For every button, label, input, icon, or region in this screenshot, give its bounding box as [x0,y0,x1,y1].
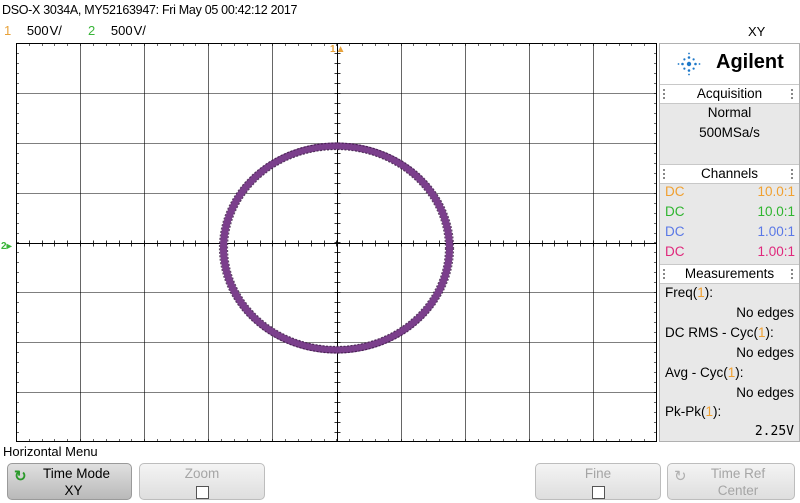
channel2-marker[interactable]: 2▸ [1,241,12,252]
measurement-name: Freq( [665,285,698,300]
measurement-name: DC RMS - Cyc( [665,325,758,340]
marker-arrow-icon: ▸ [6,241,12,252]
channels-heading-label: Channels [700,166,759,181]
measurement-channel: 1 [727,365,736,380]
axis-ticks [16,43,657,442]
acquisition-heading: Acquisition [660,84,799,104]
fine-softkey[interactable]: Fine [535,463,661,500]
marker-arrow-icon: ▲ [335,44,346,55]
menu-title: Horizontal Menu [3,444,98,459]
channel-coupling: DC [665,184,685,199]
channel-probe: 1.00:1 [757,244,795,259]
channel-row-2[interactable]: DC 10.0:1 [665,204,795,223]
channel2-scale-value: 500 V/ [110,23,146,38]
channel1-scale-value: 500 V/ [26,23,62,38]
scope-graticule[interactable] [16,43,657,442]
channel-coupling: DC [665,244,685,259]
measurement-value: 2.25V [754,424,794,439]
channel-row-1[interactable]: DC 10.0:1 [665,184,795,203]
measurement-label[interactable]: Pk-Pk(1): [665,404,721,419]
measurement-label[interactable]: Avg - Cyc(1): [665,365,744,380]
channel-coupling: DC [665,224,685,239]
measurement-suffix: ): [735,365,744,380]
time-mode-softkey[interactable]: ↻ Time Mode XY [7,463,132,500]
channel2-marker-label: 2 [1,241,7,252]
acquisition-heading-label: Acquisition [696,86,763,101]
measurements-heading-label: Measurements [684,266,775,281]
xy-trace [218,142,455,354]
rotate-knob-icon: ↻ [14,468,27,485]
heading-dots-icon [791,89,796,99]
acquisition-mode: Normal [707,105,752,120]
channel2-number: 2 [88,23,96,38]
softkey-checkbox[interactable] [140,483,264,502]
checkbox-icon [591,486,605,499]
measurement-name: Pk-Pk( [665,404,706,419]
measurement-name: Avg - Cyc( [665,365,728,380]
sample-rate: 500MSa/s [699,125,760,140]
channel1-number: 1 [4,23,12,38]
channel-row-4[interactable]: DC 1.00:1 [665,244,795,263]
trace-outer-noise [218,142,455,354]
heading-dots-icon [663,89,668,99]
softkey-bottom-label: Center [717,483,759,498]
measurements-heading: Measurements [660,264,799,284]
zoom-softkey[interactable]: Zoom [139,463,265,500]
heading-dots-icon [791,169,796,179]
trace-ring [220,142,453,354]
trace-inner-noise [226,148,447,348]
channel1-marker[interactable]: 1▲ [330,44,345,55]
measurement-label[interactable]: Freq(1): [665,285,713,300]
heading-dots-icon [663,269,668,279]
measurement-suffix: ): [704,285,714,300]
softkey-top-label: Time Mode [42,466,111,481]
measurement-value: No edges [736,305,794,320]
channel1-marker-label: 1 [330,44,336,55]
window-title: DSO-X 3034A, MY52163947: Fri May 05 00:4… [2,3,298,17]
time-ref-softkey[interactable]: ↻ Time Ref Center [667,463,795,500]
measurement-label[interactable]: DC RMS - Cyc(1): [665,325,774,340]
channel1-scale: 1 500 V/ [4,23,62,38]
channel-probe: 10.0:1 [757,204,795,219]
measurement-channel: 1 [697,285,705,300]
measurement-channel: 1 [705,404,714,419]
measurement-value: No edges [736,345,794,360]
heading-dots-icon [663,169,668,179]
softkey-top-label: Fine [584,466,612,481]
brand-name: Agilent [716,51,784,73]
heading-dots-icon [791,269,796,279]
channel-coupling: DC [665,204,685,219]
softkey-bottom-label: XY [64,483,83,498]
agilent-spark-icon [677,52,701,76]
measurement-channel: 1 [758,325,766,340]
channels-heading: Channels [660,164,799,184]
measurement-suffix: ): [713,404,722,419]
display-mode-label: XY [748,24,766,39]
measurement-value: No edges [736,385,794,400]
softkey-top-label: Time Ref [710,466,766,481]
softkey-top-label: Zoom [184,466,220,481]
rotate-knob-icon: ↻ [674,468,687,485]
channel2-scale: 2 500 V/ [88,23,146,38]
channel-probe: 10.0:1 [757,184,795,199]
brand-header: Agilent [660,44,799,84]
checkbox-icon [195,486,209,499]
channel-probe: 1.00:1 [757,224,795,239]
measurement-suffix: ): [765,325,774,340]
softkey-checkbox[interactable] [536,483,660,502]
channel-row-3[interactable]: DC 1.00:1 [665,224,795,243]
side-panel: Agilent Acquisition Normal 500MSa/s Chan… [659,43,800,442]
